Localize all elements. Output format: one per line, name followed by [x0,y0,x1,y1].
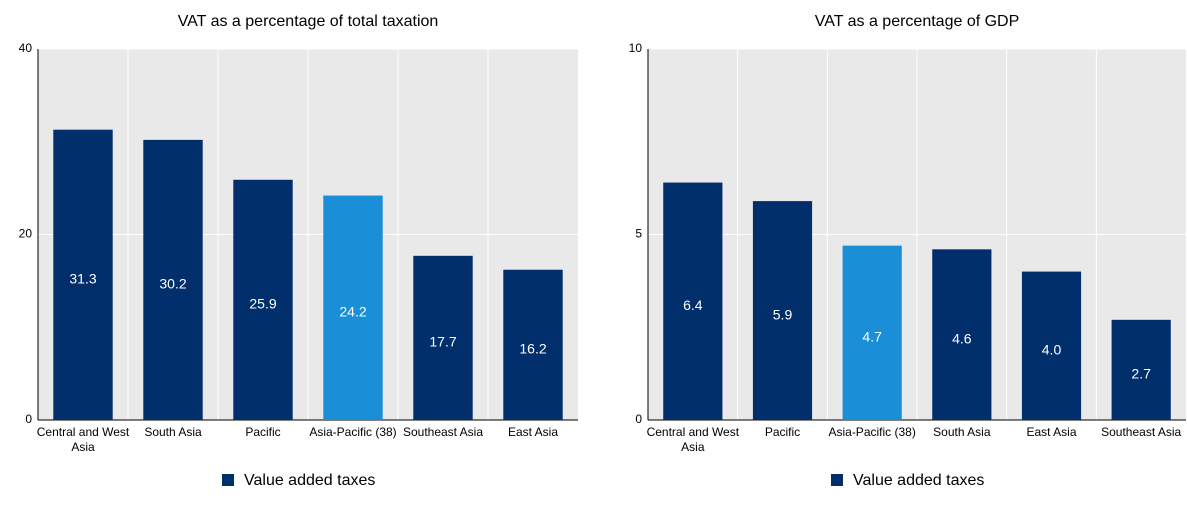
x-tick-label: Southeast Asia [1101,425,1182,439]
data-label: 6.4 [683,297,703,313]
data-label: 4.0 [1042,342,1062,358]
x-tick-label: East Asia [1026,425,1077,439]
bar [842,245,902,420]
legend-swatch [831,474,843,486]
x-tick-label: Central and West Asia [646,425,740,454]
data-label: 4.7 [862,329,882,345]
x-tick-label-box: Pacific [245,425,281,439]
y-tick-label: 0 [25,412,32,426]
y-tick-label: 40 [19,41,33,55]
bar [143,139,203,420]
bar [1021,271,1082,420]
bar [663,182,723,420]
bar [503,269,563,420]
legend-swatch [222,474,234,486]
bar [413,255,473,420]
x-tick-label-box: Southeast Asia [1101,425,1182,439]
y-tick-label: 10 [629,41,643,55]
y-tick-label: 5 [635,227,642,241]
data-label: 2.7 [1131,366,1151,382]
y-tick-label: 0 [635,412,642,426]
data-label: 30.2 [159,276,186,292]
legend-label: Value added taxes [853,472,984,489]
data-label: 5.9 [773,306,793,322]
x-tick-label-box: Central and West Asia [36,425,130,454]
y-tick-label: 20 [19,227,33,241]
x-tick-label: East Asia [507,425,559,439]
x-tick-label: Pacific [245,425,281,439]
bar [1111,319,1171,420]
data-label: 24.2 [339,303,366,319]
x-tick-label-box: East Asia [507,425,559,439]
legend-label: Value added taxes [244,472,375,489]
x-tick-label-box: Asia-Pacific (38) [828,425,916,439]
x-tick-label-box: East Asia [1026,425,1077,439]
chart-title: VAT as a percentage of total taxation [178,13,439,30]
x-tick-label-box: Pacific [764,425,801,439]
x-tick-label: Southeast Asia [402,425,484,439]
bar [932,249,992,420]
bar [233,179,293,420]
x-tick-label-box: Southeast Asia [402,425,484,439]
x-tick-label-box: South Asia [933,425,991,439]
x-tick-label-box: Central and West Asia [646,425,740,454]
x-tick-label: Asia-Pacific (38) [828,425,916,439]
data-label: 25.9 [249,296,276,312]
bar [323,195,383,420]
x-tick-label: South Asia [933,425,991,439]
x-tick-label: Central and West Asia [36,425,130,454]
data-label: 31.3 [69,271,96,287]
data-label: 4.6 [952,330,972,346]
x-tick-label: Pacific [764,425,801,439]
x-tick-label: South Asia [144,425,202,439]
data-label: 16.2 [519,341,546,357]
chart-title: VAT as a percentage of GDP [815,13,1020,30]
data-label: 17.7 [429,334,456,350]
x-tick-label-box: Asia-Pacific (38) [309,425,397,439]
x-tick-label: Asia-Pacific (38) [309,425,397,439]
bar [53,129,113,420]
bar [752,201,813,420]
x-tick-label-box: South Asia [144,425,202,439]
